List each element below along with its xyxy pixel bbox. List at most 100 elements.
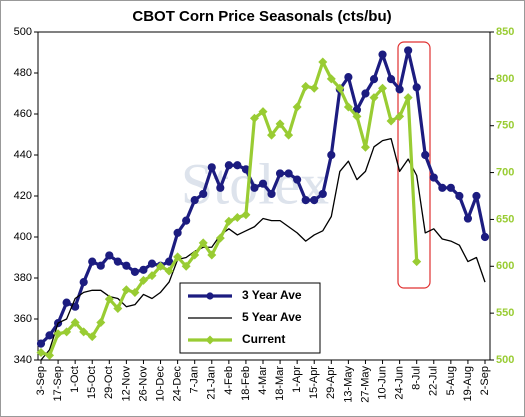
x-tick-label: 29-Apr	[325, 366, 337, 399]
point	[79, 327, 89, 337]
point	[249, 113, 259, 123]
point	[250, 183, 259, 192]
point	[224, 161, 233, 170]
point	[284, 130, 294, 140]
x-tick-label: 19-Aug	[462, 366, 474, 401]
x-tick-label: 8-Jul	[411, 366, 423, 390]
x-tick-label: 29-Oct	[103, 366, 115, 399]
point	[122, 261, 131, 270]
point	[45, 331, 54, 340]
point	[181, 261, 191, 271]
point	[104, 294, 114, 304]
x-tick-label: 26-Nov	[137, 366, 149, 402]
point	[318, 189, 327, 199]
point	[130, 267, 140, 276]
point	[395, 85, 404, 94]
point	[156, 261, 166, 271]
point	[215, 233, 225, 243]
legend-label: Current	[242, 332, 285, 346]
point	[361, 89, 370, 98]
point	[88, 257, 97, 266]
point	[275, 119, 285, 129]
point	[421, 150, 430, 160]
x-tick-label: 15-Oct	[86, 366, 98, 399]
y-tick-label: 360	[14, 313, 32, 325]
y-tick-label: 400	[14, 231, 32, 243]
point	[292, 102, 302, 112]
y-tick-label: 420	[14, 190, 32, 202]
point	[62, 327, 72, 337]
point	[70, 318, 80, 328]
point	[455, 191, 464, 201]
point	[369, 75, 379, 84]
point	[36, 348, 46, 358]
point	[241, 210, 251, 220]
point	[138, 275, 148, 285]
point	[309, 83, 319, 93]
x-tick-label: 18-Feb	[240, 366, 252, 401]
y2-tick-label: 850	[496, 26, 514, 38]
y-tick-label: 460	[14, 108, 32, 120]
point	[182, 216, 191, 225]
point	[284, 169, 293, 178]
legend-marker	[206, 292, 214, 300]
legend-label: 5 Year Ave	[242, 310, 302, 324]
point	[378, 50, 387, 59]
point	[207, 250, 217, 260]
x-tick-label: 3-Sep	[35, 366, 47, 395]
point	[301, 196, 310, 205]
point	[480, 232, 490, 242]
point	[438, 183, 447, 192]
x-tick-label: 22-Jul	[428, 366, 440, 396]
x-tick-label: 1-Apr	[291, 366, 303, 393]
point	[164, 257, 174, 266]
point	[79, 278, 88, 287]
x-tick-label: 24-Dec	[172, 366, 184, 402]
x-tick-label: 2-Sep	[479, 366, 491, 395]
point	[369, 93, 379, 103]
point	[267, 189, 276, 199]
point	[232, 213, 242, 223]
point	[224, 216, 234, 226]
point	[412, 83, 421, 92]
point	[429, 173, 438, 182]
y2-tick-label: 600	[496, 260, 514, 272]
point	[139, 265, 148, 274]
point	[62, 298, 71, 307]
point	[233, 161, 242, 170]
x-tick-label: 1-Oct	[69, 366, 81, 393]
point	[207, 163, 216, 172]
point	[96, 318, 106, 328]
point	[258, 179, 268, 188]
point	[164, 266, 174, 276]
x-tick-label: 7-Jan	[189, 366, 201, 394]
point	[87, 332, 97, 342]
point	[96, 261, 105, 270]
point	[216, 183, 225, 192]
point	[275, 169, 285, 178]
point	[446, 183, 455, 192]
point	[404, 46, 413, 55]
point	[147, 271, 157, 281]
y2-tick-label: 650	[496, 213, 514, 225]
point	[293, 175, 302, 184]
point	[395, 111, 405, 121]
point	[36, 339, 46, 348]
point	[190, 196, 199, 205]
y2-tick-label: 500	[496, 354, 514, 366]
point	[199, 189, 208, 199]
point	[310, 196, 319, 205]
point	[412, 257, 422, 267]
y2-tick-label: 750	[496, 120, 514, 132]
point	[386, 116, 396, 126]
x-tick-label: 17-Sep	[52, 366, 64, 401]
point	[173, 228, 182, 237]
x-tick-label: 10-Dec	[154, 366, 166, 402]
point	[360, 142, 370, 152]
point	[53, 329, 63, 339]
point	[198, 238, 208, 248]
point	[403, 93, 413, 103]
point	[147, 259, 157, 268]
point	[378, 83, 388, 93]
point	[105, 251, 114, 260]
